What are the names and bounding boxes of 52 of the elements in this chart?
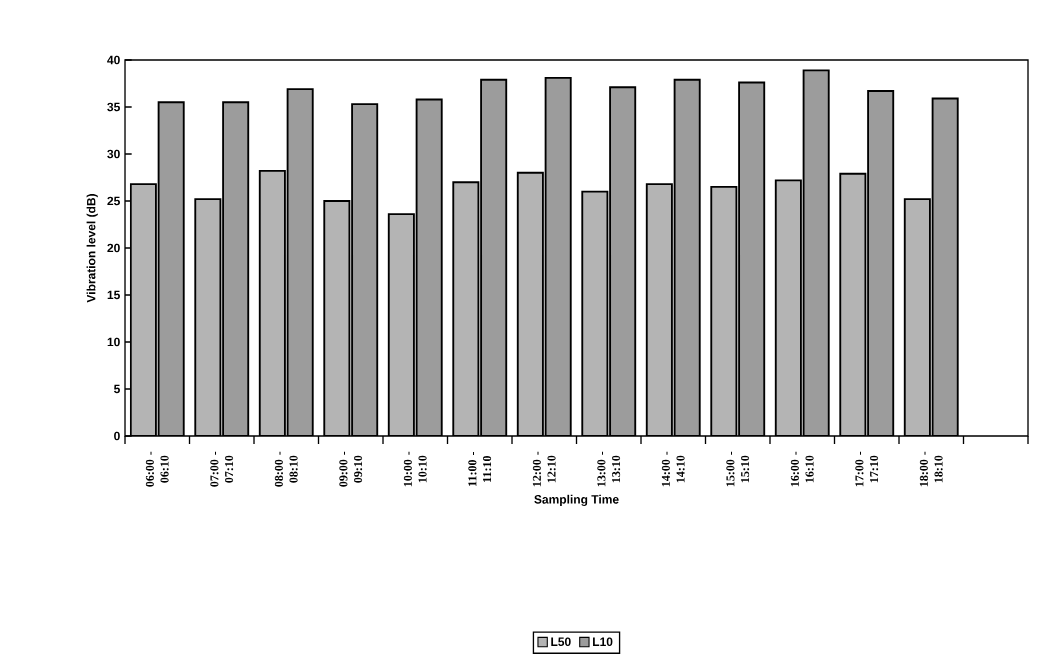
bar [775, 180, 801, 436]
y-tick-label: 5 [114, 384, 120, 394]
bar [324, 200, 350, 436]
bar [130, 184, 156, 436]
y-tick-label: 10 [107, 337, 120, 347]
y-tick-label: 30 [107, 149, 120, 159]
bar [674, 79, 700, 436]
bar [453, 182, 479, 436]
x-tick-label: 12:00 - 12:10 [532, 451, 556, 487]
bar [287, 89, 313, 436]
y-tick-label: 20 [107, 243, 120, 253]
bar [903, 198, 931, 436]
bar [388, 214, 414, 436]
bar [803, 70, 829, 436]
x-tick-label: 06:00 - 06:10 [145, 451, 169, 487]
bar [646, 184, 672, 436]
y-axis-title: Vibration level (dB) [86, 194, 98, 303]
bar [739, 82, 765, 436]
y-tick-label: 40 [107, 55, 120, 65]
x-tick-label: 07:00 - 07:10 [210, 451, 234, 487]
y-tick-label: 15 [107, 290, 120, 300]
x-axis-title: Sampling Time [534, 494, 619, 507]
bar [545, 77, 571, 436]
bar [931, 97, 959, 436]
bar [158, 102, 184, 436]
legend-label: L10 [593, 637, 613, 647]
x-tick-label: 18:00 - 18:10 [919, 451, 943, 487]
x-tick-label: 14:00 - 14:10 [661, 451, 685, 487]
x-tick-label: 09:00 - 09:10 [339, 451, 363, 487]
bar [352, 104, 378, 436]
x-tick-label: 16:00 - 16:10 [790, 451, 814, 487]
x-tick-label: 11:00 - 11:10 [468, 451, 492, 486]
bar [582, 191, 608, 436]
legend-label: L50 [551, 637, 571, 647]
bar [517, 172, 543, 436]
bar [195, 199, 221, 436]
x-tick-label: 08:00 - 08:10 [274, 451, 298, 487]
y-tick-label: 35 [107, 102, 120, 112]
x-tick-label: 10:00 - 10:10 [403, 451, 427, 487]
y-tick-label: 0 [114, 431, 120, 441]
x-tick-label: 15:00 - 15:10 [726, 451, 750, 487]
bar [840, 173, 866, 436]
bar [416, 99, 442, 436]
bar [259, 170, 285, 436]
bar [868, 91, 894, 436]
bar [711, 186, 737, 436]
bar [481, 79, 507, 436]
x-tick-label: 17:00 - 17:10 [855, 451, 879, 487]
bar [610, 87, 636, 436]
y-tick-label: 25 [107, 196, 120, 206]
bar [223, 102, 249, 436]
x-tick-label: 13:00 - 13:10 [597, 451, 621, 487]
